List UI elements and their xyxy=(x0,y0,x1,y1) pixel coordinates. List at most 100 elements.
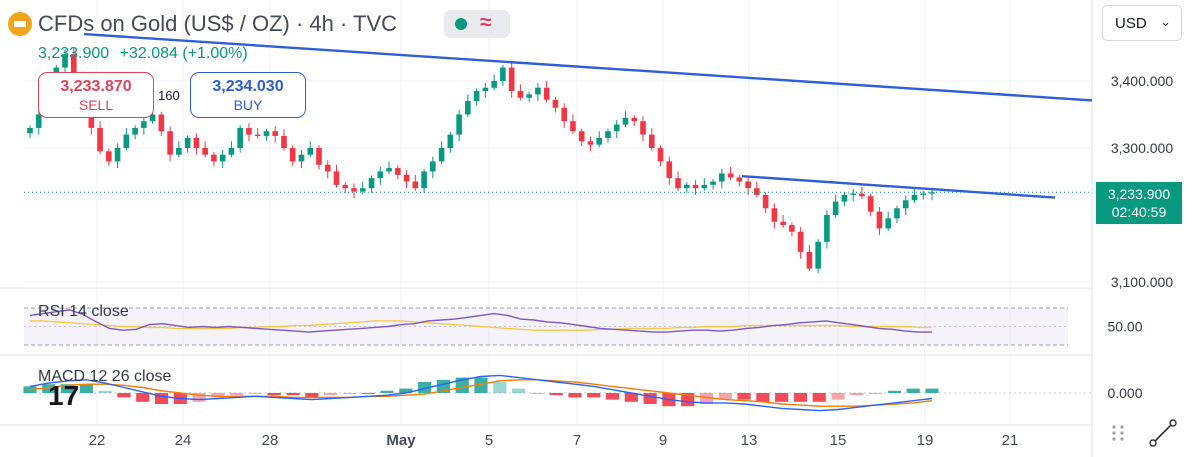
sell-button[interactable]: 3,233.870 SELL xyxy=(38,72,154,118)
market-open-dot-icon xyxy=(455,18,467,30)
candle-body xyxy=(832,201,839,215)
macd-histogram-bar xyxy=(342,393,357,394)
rsi-pane xyxy=(24,307,1068,346)
candle-body xyxy=(70,54,77,75)
candle-body xyxy=(123,134,130,148)
macd-histogram-bar xyxy=(267,393,281,396)
candle-body xyxy=(403,174,410,182)
candle-body xyxy=(254,134,261,136)
macd-histogram-bar xyxy=(136,393,150,402)
macd-histogram-bar xyxy=(831,393,845,400)
candle-body xyxy=(911,194,918,201)
candle-body xyxy=(141,121,147,128)
trendlines xyxy=(83,32,1093,199)
y-tick-label: 3,100.000 xyxy=(1111,274,1173,290)
candle-body xyxy=(333,171,340,185)
macd-histogram-bar xyxy=(681,393,695,407)
macd-histogram-bar xyxy=(117,393,131,398)
candle-body xyxy=(552,99,559,108)
macd-histogram-bar xyxy=(474,377,488,393)
candle-body xyxy=(508,67,515,92)
y-tick-label: 3,400.000 xyxy=(1111,73,1173,89)
candle-body xyxy=(824,215,830,242)
macd-histogram-bar xyxy=(380,390,394,393)
macd-histogram-bar xyxy=(812,393,826,402)
market-status[interactable]: ≈ xyxy=(444,10,510,38)
trendline-tool-icon[interactable] xyxy=(1148,418,1178,448)
candle-body xyxy=(859,193,865,197)
buy-label: BUY xyxy=(233,97,263,113)
candle-body xyxy=(867,196,874,212)
candle-body xyxy=(683,184,690,189)
x-tick-label: 13 xyxy=(741,432,758,449)
candle-body xyxy=(97,127,103,152)
candle-body xyxy=(920,193,927,195)
candle-body xyxy=(202,148,208,155)
macd-label[interactable]: MACD 12 26 close xyxy=(38,368,172,385)
candle-body xyxy=(289,148,296,162)
candle-body xyxy=(412,181,419,189)
symbol-title[interactable]: CFDs on Gold (US$ / OZ) · 4h · TVC xyxy=(38,11,398,36)
candle-body xyxy=(106,151,112,162)
candle-body xyxy=(876,211,883,229)
candle-body xyxy=(543,87,550,100)
candle-body xyxy=(929,192,935,194)
macd-histogram-bar xyxy=(154,393,169,404)
buy-button[interactable]: 3,234.030 BUY xyxy=(190,72,306,118)
candle-body xyxy=(622,117,629,125)
candle-body xyxy=(631,117,638,122)
candle-body xyxy=(762,194,769,209)
macd-histogram-bar xyxy=(906,388,920,393)
candle-body xyxy=(149,114,156,122)
candle-body xyxy=(482,87,489,92)
current-price: 3,233.900 xyxy=(38,45,110,62)
candle-body xyxy=(237,127,243,148)
x-tick-label: 28 xyxy=(262,432,279,449)
price-summary: 3,233.900 +32.084 (+1.00%) xyxy=(38,45,254,63)
candle-body xyxy=(666,161,673,179)
candle-body xyxy=(324,164,331,172)
drag-handle-icon[interactable] xyxy=(1110,424,1126,442)
candle-body xyxy=(465,101,471,115)
candle-body xyxy=(500,67,506,81)
currency-select[interactable]: USD ⌄ xyxy=(1102,5,1182,41)
macd-histogram-bar xyxy=(925,388,939,393)
rsi-label[interactable]: RSI 14 close xyxy=(38,303,129,320)
candle-body xyxy=(613,124,620,132)
price-change: +32.084 (+1.00%) xyxy=(119,45,248,62)
macd-histogram-bar xyxy=(324,393,338,396)
x-tick-label: 24 xyxy=(175,432,192,449)
candle-body xyxy=(587,141,594,145)
currency-value: USD xyxy=(1115,15,1147,32)
x-tick-label: 19 xyxy=(917,432,934,449)
macd-histogram-bar xyxy=(399,388,413,393)
gold-symbol-icon xyxy=(8,12,32,36)
rsi-tick-label: 50.00 xyxy=(1107,319,1142,335)
macd-histogram-bar xyxy=(624,393,638,402)
candle-body xyxy=(447,134,454,148)
candle-body xyxy=(430,161,436,172)
candle-body xyxy=(692,184,699,189)
candle-body xyxy=(710,181,716,185)
candle-body xyxy=(342,184,349,189)
candle-body xyxy=(719,173,725,182)
candle-body xyxy=(771,208,778,222)
candle-body xyxy=(316,148,322,165)
last-price-value: 3,233.900 xyxy=(1107,186,1171,202)
macd-histogram-bar xyxy=(643,393,657,404)
candle-body xyxy=(184,137,191,148)
macd-histogram-bar xyxy=(248,393,263,394)
candle-body xyxy=(578,131,585,142)
macd-histogram-bar xyxy=(549,393,563,396)
x-tick-label: May xyxy=(386,432,416,449)
candle-body xyxy=(176,148,182,155)
candle-body xyxy=(727,173,734,178)
candle-body xyxy=(421,171,427,189)
x-tick-label: 15 xyxy=(830,432,847,449)
x-tick-label: 7 xyxy=(573,432,581,449)
candle-body xyxy=(780,221,786,226)
macd-histogram-bar xyxy=(775,393,789,402)
candle-body xyxy=(351,188,357,192)
sell-label: SELL xyxy=(78,97,114,113)
